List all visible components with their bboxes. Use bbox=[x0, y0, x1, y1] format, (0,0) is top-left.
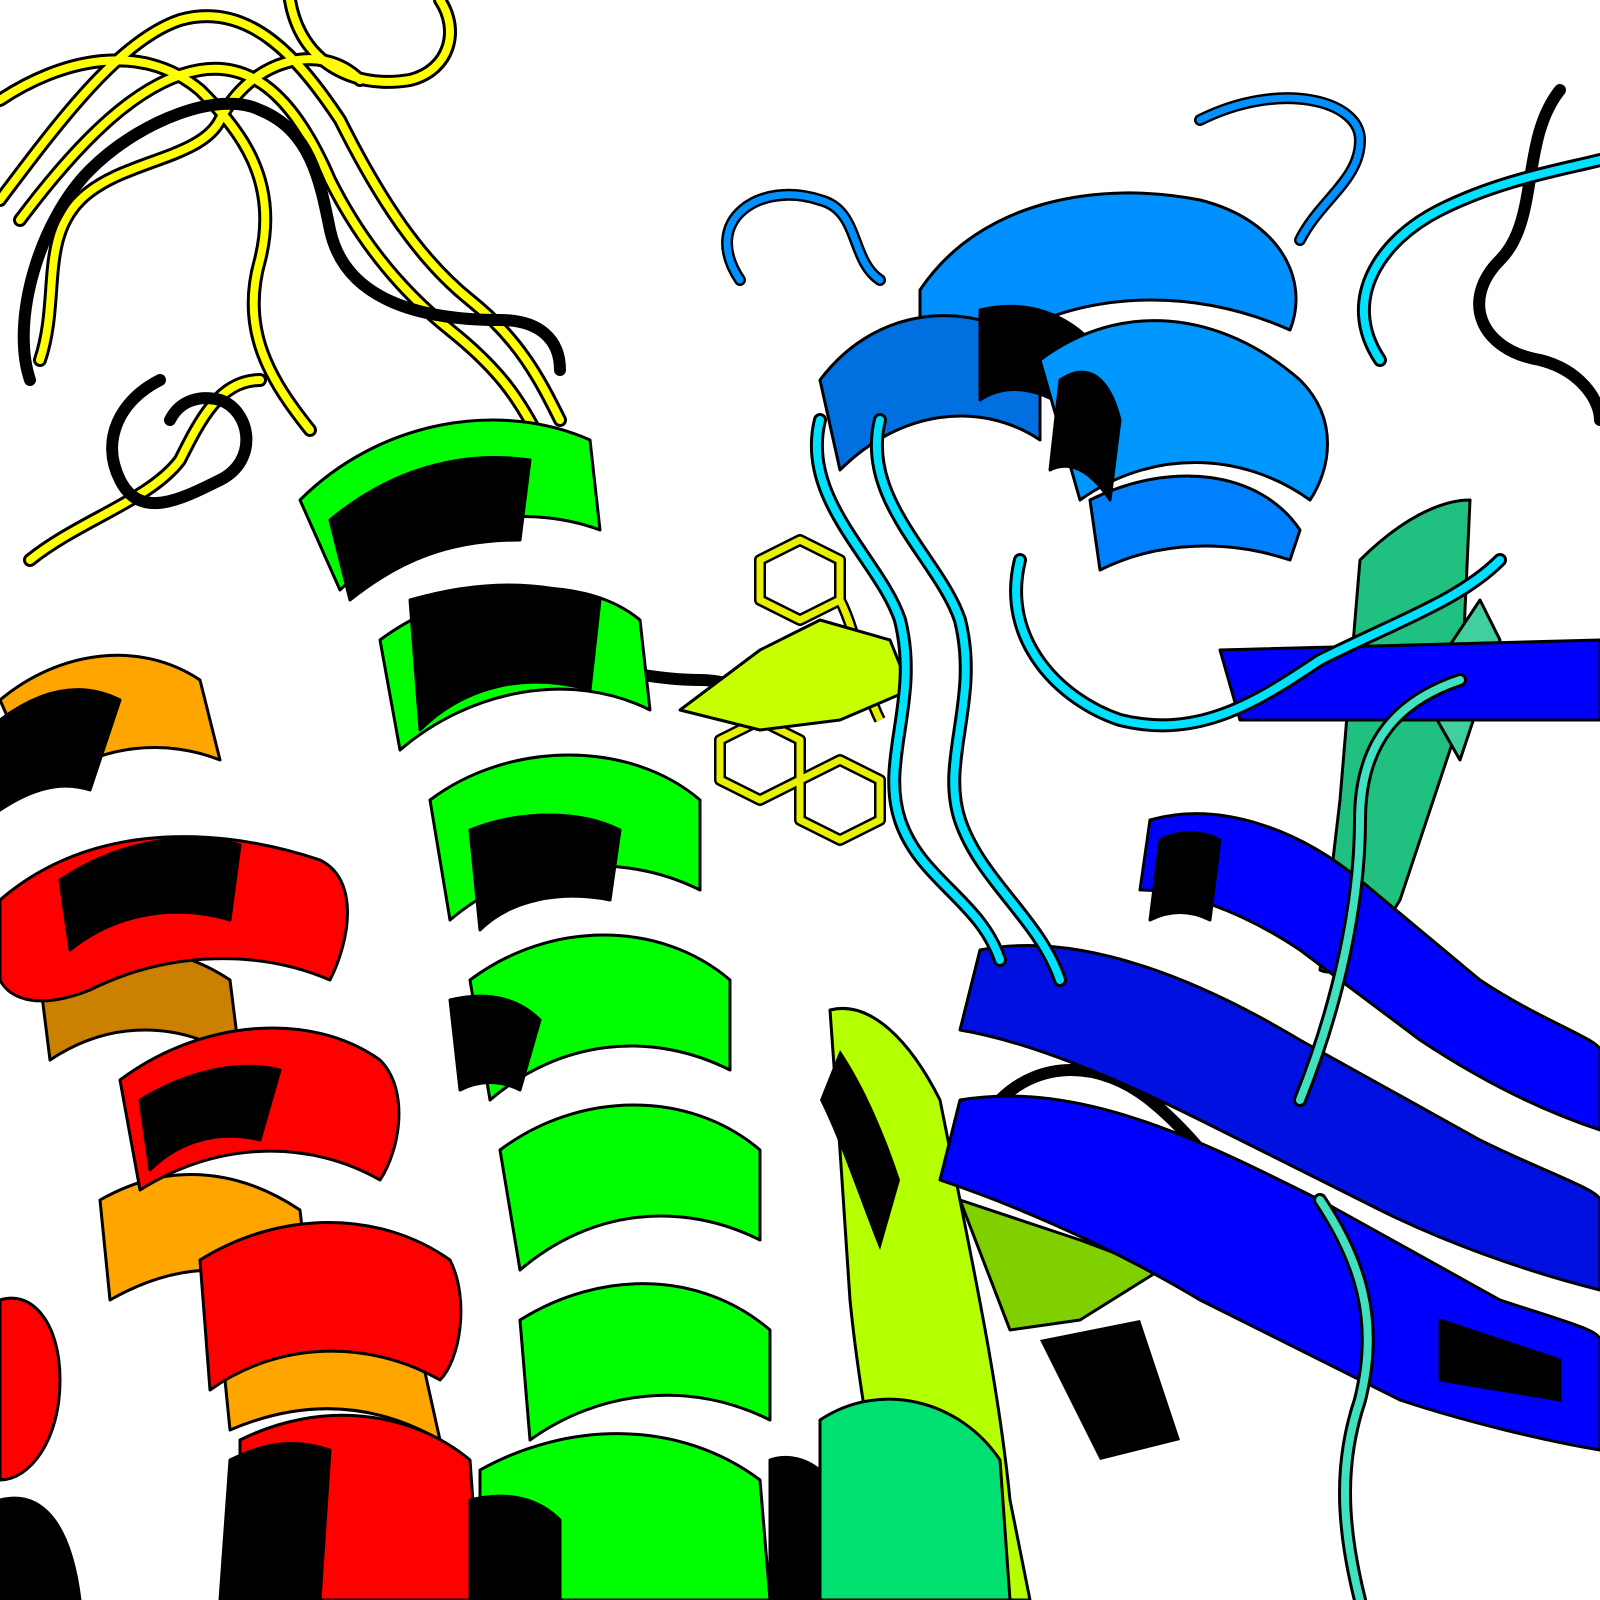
yellow-loops bbox=[0, 0, 567, 567]
blue-beta-sheet bbox=[938, 638, 1600, 1452]
orange-red-helix-bundle bbox=[0, 653, 482, 1600]
cyan-loops bbox=[721, 92, 1600, 1600]
black-loops bbox=[17, 84, 1600, 1266]
green-helix bbox=[298, 418, 842, 1600]
